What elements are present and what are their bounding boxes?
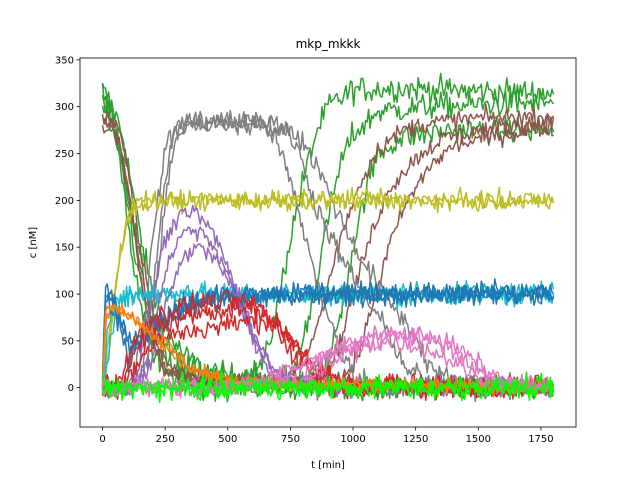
x-tick-label: 500	[218, 434, 237, 445]
chart-title: mkp_mkkk	[296, 37, 361, 51]
x-tick-label: 1250	[403, 434, 428, 445]
series-line	[101, 72, 555, 390]
y-tick-label: 150	[55, 243, 74, 254]
series-line	[101, 326, 555, 399]
y-tick-label: 0	[68, 383, 74, 394]
y-tick-label: 200	[55, 196, 74, 207]
x-tick-label: 1000	[340, 434, 365, 445]
plot-area	[101, 72, 555, 404]
y-tick-label: 100	[55, 290, 74, 301]
y-tick-label: 250	[55, 149, 74, 160]
series-line	[101, 280, 555, 383]
x-axis-label: t [min]	[311, 460, 345, 471]
x-tick-label: 1750	[528, 434, 553, 445]
series-line	[101, 372, 555, 404]
series-line	[101, 187, 555, 393]
y-tick-label: 50	[61, 336, 74, 347]
series-line	[101, 186, 555, 386]
y-axis-label: c [nM]	[28, 227, 39, 259]
series-line	[101, 325, 555, 397]
series-line	[101, 307, 554, 400]
y-tick-label: 300	[55, 102, 74, 113]
axis-ticks: 0 250 500 750 1000 1250 1500 1750 0 50 100 150 200 25…	[55, 55, 554, 445]
x-tick-label: 1500	[466, 434, 491, 445]
y-tick-label: 350	[55, 55, 74, 66]
x-tick-label: 0	[99, 434, 105, 445]
x-tick-label: 750	[281, 434, 300, 445]
x-tick-label: 250	[156, 434, 175, 445]
axes-frame	[79, 57, 577, 428]
